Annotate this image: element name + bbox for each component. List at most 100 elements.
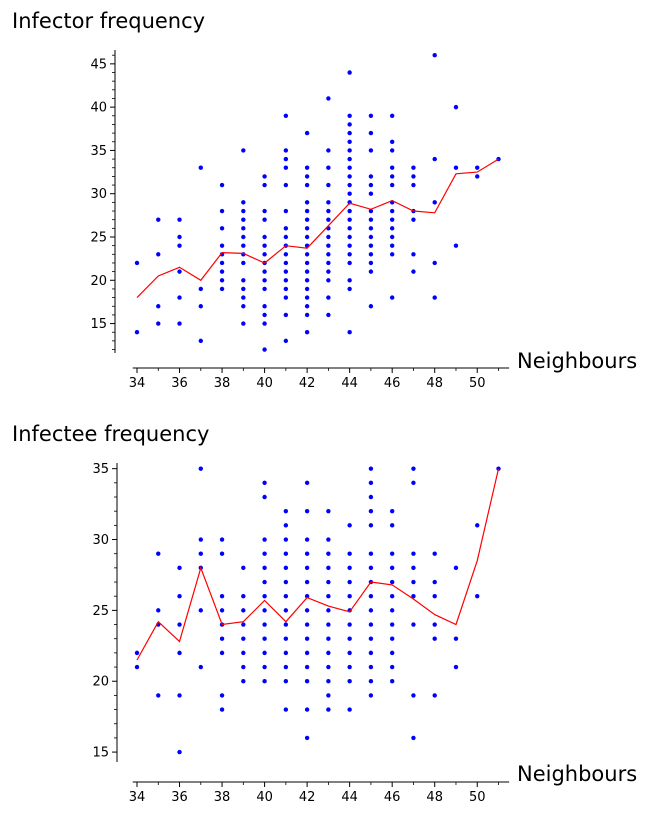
data-point bbox=[389, 182, 395, 188]
x-tick-label: 48 bbox=[426, 376, 443, 391]
data-point bbox=[262, 664, 267, 670]
data-point bbox=[283, 269, 289, 274]
data-point bbox=[262, 174, 267, 179]
data-point bbox=[389, 679, 395, 684]
data-point bbox=[368, 594, 374, 599]
data-point bbox=[368, 608, 374, 613]
data-point bbox=[411, 594, 416, 599]
y-tick-label: 40 bbox=[90, 101, 107, 116]
data-point bbox=[283, 565, 289, 571]
data-point bbox=[304, 286, 310, 292]
data-point bbox=[389, 139, 395, 144]
data-point bbox=[389, 579, 395, 585]
data-point bbox=[347, 148, 352, 153]
data-point bbox=[219, 650, 225, 656]
data-point bbox=[219, 208, 225, 214]
data-point bbox=[134, 664, 140, 670]
data-point bbox=[304, 735, 310, 741]
data-point bbox=[219, 182, 225, 188]
axes: 34 36 38 40 42 44 46 48 50 15 20 25 30 35 bbox=[92, 462, 510, 805]
data-point bbox=[156, 608, 161, 613]
data-point bbox=[347, 622, 352, 627]
data-point bbox=[241, 234, 246, 240]
data-point bbox=[304, 664, 310, 670]
data-point bbox=[241, 650, 246, 656]
data-point bbox=[262, 312, 267, 318]
y-tick-label: 35 bbox=[92, 462, 109, 477]
data-point bbox=[347, 130, 352, 136]
data-point bbox=[453, 565, 459, 571]
data-point bbox=[304, 165, 310, 170]
data-point bbox=[262, 252, 267, 257]
x-tick-label: 40 bbox=[256, 790, 273, 805]
data-point bbox=[177, 234, 182, 240]
data-point bbox=[283, 148, 289, 153]
data-point bbox=[368, 508, 374, 514]
data-point bbox=[156, 252, 161, 257]
data-point bbox=[198, 286, 203, 292]
data-point bbox=[241, 594, 246, 599]
data-point bbox=[241, 622, 246, 627]
data-point bbox=[326, 295, 331, 300]
data-point bbox=[347, 174, 352, 179]
data-point bbox=[347, 707, 352, 712]
data-point bbox=[241, 295, 246, 300]
data-point bbox=[326, 182, 331, 188]
data-point bbox=[475, 523, 480, 528]
x-tick-label: 36 bbox=[171, 376, 188, 391]
data-point bbox=[411, 480, 416, 486]
data-point bbox=[326, 148, 331, 153]
data-point bbox=[368, 693, 374, 698]
x-tick-label: 38 bbox=[214, 376, 231, 391]
y-tick-label: 15 bbox=[92, 746, 109, 761]
data-point bbox=[304, 579, 310, 585]
x-axis-label: Neighbours bbox=[517, 349, 637, 373]
data-point bbox=[241, 286, 246, 292]
data-point bbox=[156, 321, 161, 326]
data-point bbox=[283, 523, 289, 528]
data-point bbox=[389, 650, 395, 656]
x-tick-label: 50 bbox=[469, 790, 486, 805]
data-point bbox=[262, 304, 267, 309]
data-point bbox=[347, 260, 352, 266]
data-point bbox=[326, 312, 331, 318]
data-point bbox=[304, 537, 310, 542]
data-point bbox=[411, 182, 416, 188]
data-point bbox=[347, 650, 352, 656]
y-tick-label: 15 bbox=[90, 317, 107, 332]
data-point bbox=[219, 269, 225, 274]
data-point bbox=[262, 679, 267, 684]
data-point bbox=[368, 148, 374, 153]
data-point bbox=[368, 523, 374, 528]
data-point bbox=[368, 217, 374, 222]
data-point bbox=[432, 200, 437, 205]
data-point bbox=[262, 551, 267, 556]
y-tick-label: 25 bbox=[92, 604, 109, 619]
data-point bbox=[411, 579, 416, 585]
data-point bbox=[304, 551, 310, 556]
x-tick-label: 34 bbox=[129, 790, 146, 805]
data-point bbox=[283, 579, 289, 585]
data-point bbox=[347, 113, 352, 118]
data-point bbox=[389, 252, 395, 257]
y-tick-label: 35 bbox=[90, 144, 107, 159]
data-point bbox=[219, 286, 225, 292]
data-point bbox=[368, 130, 374, 136]
data-point bbox=[326, 508, 331, 514]
data-point bbox=[368, 113, 374, 118]
data-point bbox=[304, 565, 310, 571]
data-point bbox=[475, 594, 480, 599]
data-point bbox=[304, 636, 310, 641]
data-point bbox=[283, 622, 289, 627]
data-point bbox=[389, 622, 395, 627]
data-point bbox=[411, 252, 416, 257]
data-point bbox=[177, 269, 182, 274]
data-point bbox=[347, 679, 352, 684]
data-point bbox=[304, 200, 310, 205]
data-point bbox=[347, 278, 352, 283]
data-point bbox=[198, 304, 203, 309]
data-point bbox=[262, 494, 267, 500]
x-tick-label: 46 bbox=[384, 376, 401, 391]
data-point bbox=[177, 321, 182, 326]
data-point bbox=[368, 565, 374, 571]
